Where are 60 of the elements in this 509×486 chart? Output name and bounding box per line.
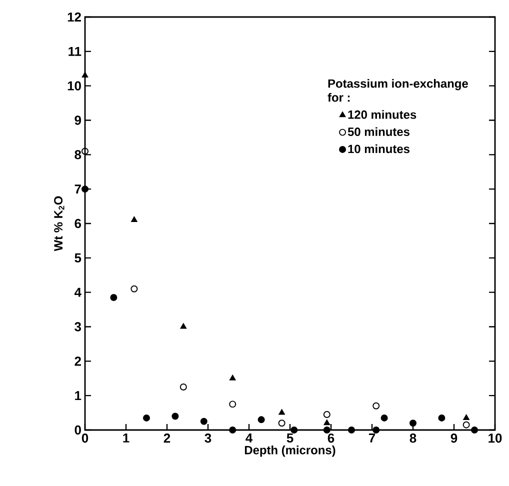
point <box>290 426 298 434</box>
legend-label: 120 minutes <box>348 110 416 119</box>
y-tick-label: 2 <box>74 356 81 366</box>
point <box>462 421 470 428</box>
point <box>323 426 330 434</box>
point <box>380 414 388 422</box>
point <box>130 285 138 292</box>
x-tick-label: 1 <box>123 434 130 442</box>
point <box>372 426 380 434</box>
point <box>180 383 187 390</box>
y-tick-label: 12 <box>68 12 81 22</box>
point <box>82 148 88 155</box>
x-tick-label: 5 <box>286 434 294 443</box>
legend-label: 10 minutes <box>348 144 410 154</box>
x-tick-label: 10 <box>488 434 502 443</box>
point <box>131 216 138 222</box>
point <box>372 402 380 410</box>
point <box>172 412 179 420</box>
point <box>438 414 446 422</box>
point <box>143 414 150 422</box>
point <box>410 420 417 427</box>
point <box>471 426 478 434</box>
x-tick-label: 7 <box>368 434 376 442</box>
y-tick-label: 6 <box>74 218 82 228</box>
y-tick-label: 9 <box>74 116 81 125</box>
point <box>324 420 330 426</box>
point <box>229 426 236 434</box>
point <box>348 426 356 434</box>
point <box>82 186 88 193</box>
x-tick-label: 3 <box>204 434 212 443</box>
y-tick-label: 5 <box>74 253 82 262</box>
point <box>258 416 265 424</box>
point <box>110 294 118 301</box>
point <box>200 418 208 425</box>
y-axis-title: Wt % K$_{2}$O <box>54 196 64 252</box>
x-tick-label: 2 <box>164 434 170 443</box>
point <box>229 400 236 408</box>
x-axis-title: Depth (microns) <box>244 446 336 457</box>
point <box>180 323 186 329</box>
x-tick-label: 6 <box>328 434 334 443</box>
y-tick-label: 1 <box>75 391 82 400</box>
point <box>463 414 470 420</box>
legend-title: Potassium ion-exchange for : <box>328 79 468 102</box>
point <box>82 72 88 78</box>
point <box>323 411 330 418</box>
y-tick-label: 10 <box>68 81 81 90</box>
point <box>278 409 285 415</box>
x-tick-label: 9 <box>450 434 458 443</box>
point <box>278 420 286 427</box>
x-tick-label: 4 <box>246 434 253 442</box>
y-tick-label: 4 <box>74 288 82 297</box>
legend-label: 50 minutes <box>348 127 410 136</box>
x-tick-label: 8 <box>410 434 416 443</box>
y-tick-label: 0 <box>74 425 81 435</box>
y-tick-label: 11 <box>68 46 82 56</box>
y-tick-label: 8 <box>74 150 82 160</box>
y-tick-label: 3 <box>74 322 82 332</box>
x-tick-label: 0 <box>82 434 88 443</box>
point <box>230 374 236 380</box>
y-tick-label: 7 <box>74 184 81 194</box>
